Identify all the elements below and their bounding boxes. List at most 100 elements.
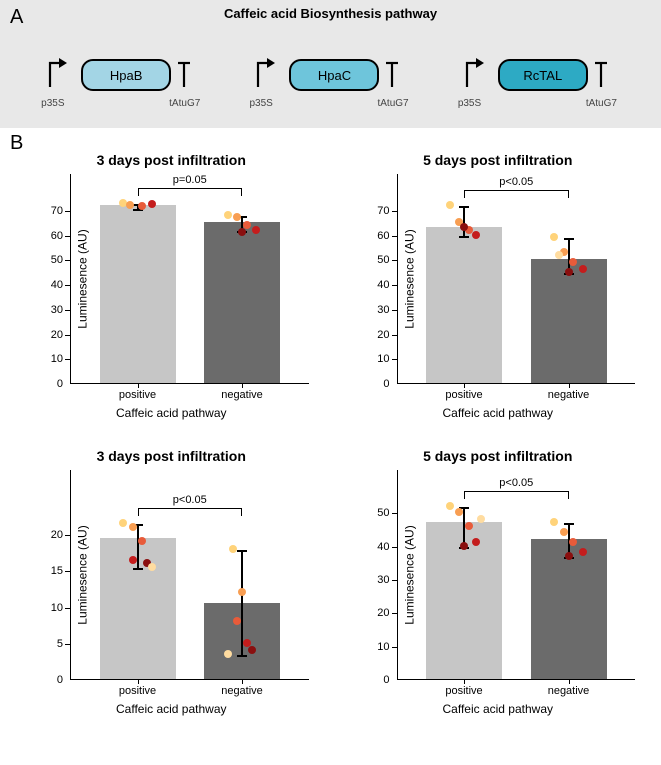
p-value-label: p<0.05 <box>499 176 533 188</box>
significance-bracket <box>138 188 243 196</box>
ytick-label: 50 <box>368 254 390 266</box>
panel-a-title: Caffeic acid Biosynthesis pathway <box>224 6 437 21</box>
y-axis-label: Luminesence (AU) <box>402 525 416 624</box>
data-point <box>550 518 558 526</box>
bar-negative <box>531 259 607 383</box>
xtick <box>138 679 139 684</box>
ytick <box>392 310 398 311</box>
ytick-label: 30 <box>368 574 390 586</box>
data-point <box>238 228 246 236</box>
ytick-label: 5 <box>41 638 63 650</box>
data-point <box>460 542 468 550</box>
ytick <box>65 310 71 311</box>
data-point <box>224 650 232 658</box>
error-cap <box>564 238 574 240</box>
ytick-label: 60 <box>368 230 390 242</box>
xtick-label: negative <box>221 685 263 697</box>
promoter-label: p35S <box>458 98 481 109</box>
ytick-label: 20 <box>368 329 390 341</box>
chart-title: 5 days post infiltration <box>353 448 644 464</box>
panel-b: B 3 days post infiltration Luminesence (A… <box>0 128 661 728</box>
significance-bracket <box>464 491 569 499</box>
ytick <box>65 608 71 609</box>
ytick-label: 30 <box>368 304 390 316</box>
error-bar <box>241 550 243 655</box>
ytick-label: 20 <box>41 329 63 341</box>
data-point <box>129 523 137 531</box>
ytick <box>65 236 71 237</box>
y-axis-label: Luminesence (AU) <box>76 525 90 624</box>
ytick-label: 50 <box>41 254 63 266</box>
bar-chart: 5 days post infiltrationLuminesence (AU)… <box>353 152 644 420</box>
terminator-icon: tAtuG7 <box>177 55 197 95</box>
data-point <box>569 538 577 546</box>
y-axis-label: Luminesence (AU) <box>76 229 90 328</box>
ytick-label: 10 <box>368 641 390 653</box>
terminator-icon: tAtuG7 <box>594 55 614 95</box>
gene-cassette-row: p35S HpaB tAtuG7 p35S HpaC tAtuG7 p35S R… <box>18 45 643 105</box>
data-point <box>138 202 146 210</box>
ytick-label: 20 <box>41 529 63 541</box>
data-point <box>446 502 454 510</box>
ytick <box>65 211 71 212</box>
ytick <box>65 535 71 536</box>
data-point <box>252 226 260 234</box>
ytick <box>392 236 398 237</box>
plot-area: Luminesence (AU)010203040506070positiven… <box>70 174 309 384</box>
xtick-label: positive <box>119 685 156 697</box>
p-value-label: p<0.05 <box>173 494 207 506</box>
ytick-label: 40 <box>368 541 390 553</box>
xtick-label: negative <box>221 389 263 401</box>
gene-cassette: p35S HpaC tAtuG7 <box>226 55 434 95</box>
error-cap <box>459 206 469 208</box>
xtick <box>569 679 570 684</box>
data-point <box>119 519 127 527</box>
bar-negative <box>204 222 280 383</box>
ytick <box>392 335 398 336</box>
ytick <box>392 359 398 360</box>
error-cap <box>459 236 469 238</box>
ytick-label: 0 <box>368 378 390 390</box>
data-point <box>555 251 563 259</box>
xtick <box>242 383 243 388</box>
x-axis-label: Caffeic acid pathway <box>353 406 644 420</box>
ytick-label: 10 <box>368 353 390 365</box>
ytick <box>65 644 71 645</box>
data-point <box>238 588 246 596</box>
data-point <box>126 201 134 209</box>
ytick-label: 70 <box>41 205 63 217</box>
data-point <box>569 258 577 266</box>
terminator-icon: tAtuG7 <box>385 55 405 95</box>
promoter-label: p35S <box>41 98 64 109</box>
error-cap <box>133 568 143 570</box>
x-axis-label: Caffeic acid pathway <box>353 702 644 716</box>
promoter-label: p35S <box>249 98 272 109</box>
xtick-label: positive <box>445 685 482 697</box>
promoter-icon: p35S <box>464 55 492 95</box>
plot-area: Luminesence (AU)05101520positivenegative… <box>70 470 309 680</box>
xtick <box>242 679 243 684</box>
promoter-icon: p35S <box>255 55 283 95</box>
p-value-label: p<0.05 <box>499 477 533 489</box>
y-axis-label: Luminesence (AU) <box>402 229 416 328</box>
error-cap <box>237 655 247 657</box>
ytick-label: 40 <box>41 279 63 291</box>
plot-area: Luminesence (AU)01020304050positivenegat… <box>397 470 636 680</box>
data-point <box>465 522 473 530</box>
bar-chart: 3 days post infiltration Luminesence (AU)… <box>26 152 317 420</box>
chart-title: 3 days post infiltration <box>26 152 317 168</box>
xtick-label: positive <box>445 389 482 401</box>
data-point <box>129 556 137 564</box>
data-point <box>455 508 463 516</box>
data-point <box>579 265 587 273</box>
data-point <box>446 201 454 209</box>
ytick <box>65 359 71 360</box>
data-point <box>148 200 156 208</box>
chart-title: 3 days post infiltration <box>26 448 317 464</box>
data-point <box>472 231 480 239</box>
panel-b-label: B <box>10 132 23 155</box>
ytick <box>392 285 398 286</box>
data-point <box>550 233 558 241</box>
ytick <box>392 613 398 614</box>
gene-cassette: p35S RcTAL tAtuG7 <box>435 55 643 95</box>
